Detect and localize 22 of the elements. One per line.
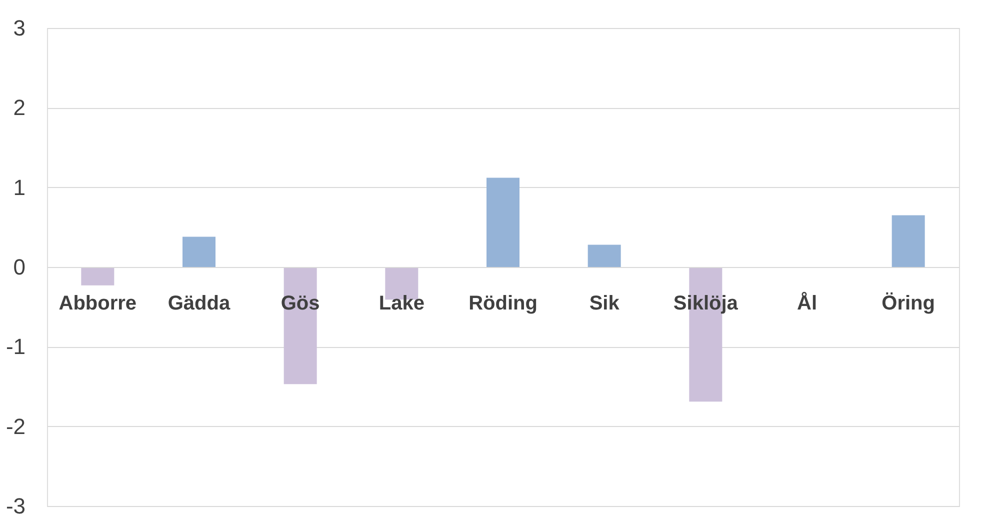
x-tick-label: Gädda — [168, 292, 231, 314]
x-tick-label: Ål — [797, 292, 817, 314]
x-tick-label: Lake — [378, 292, 424, 314]
y-tick-label: -1 — [6, 334, 26, 360]
y-tick-label: 1 — [13, 174, 26, 200]
y-tick-label: 0 — [13, 254, 26, 280]
bar — [284, 267, 317, 384]
y-tick-label: 2 — [13, 95, 26, 120]
x-tick-label: Gös — [280, 292, 320, 314]
bar — [182, 236, 216, 267]
bar — [81, 267, 114, 286]
bar — [892, 215, 925, 267]
y-tick-label: -3 — [6, 494, 26, 518]
y-tick-label: 3 — [13, 16, 26, 40]
bar — [486, 178, 520, 267]
x-tick-label: Sik — [589, 292, 620, 314]
x-tick-label: Röding — [468, 292, 538, 314]
bar — [588, 244, 621, 267]
x-tick-label: Siklöja — [673, 292, 739, 314]
x-tick-label: Abborre — [58, 292, 137, 314]
y-tick-label: -2 — [6, 414, 26, 439]
x-tick-label: Öring — [882, 292, 936, 314]
